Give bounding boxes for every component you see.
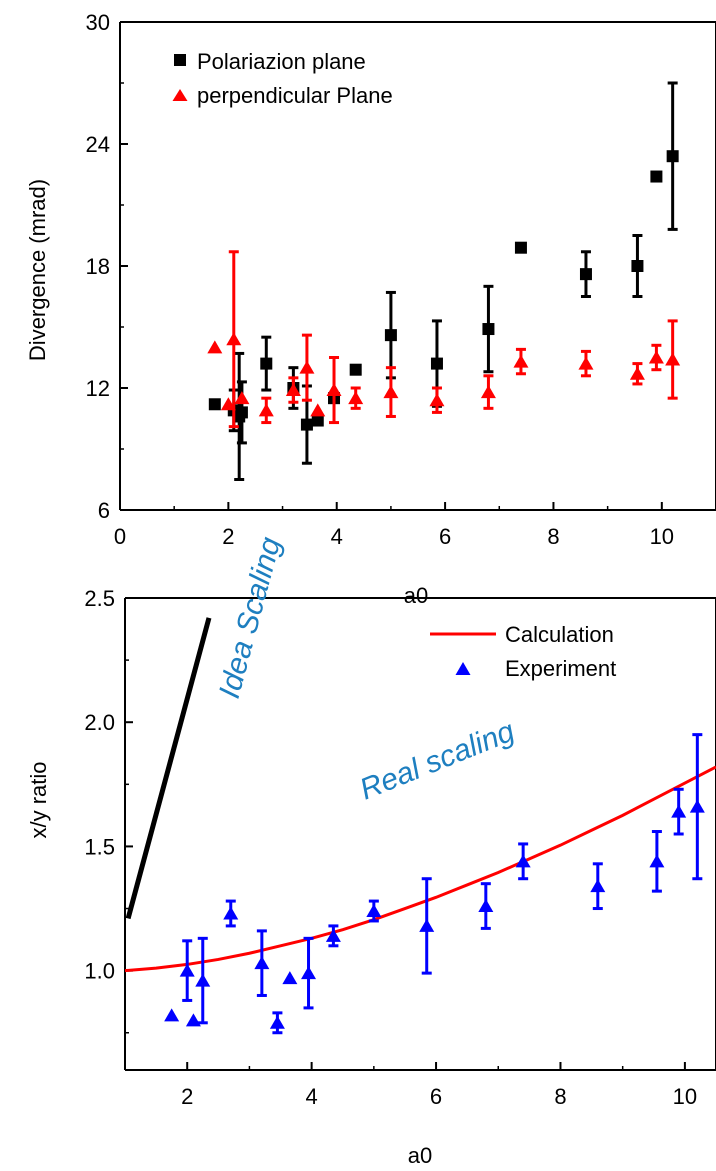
data-point-triangle bbox=[223, 906, 239, 920]
data-point-square bbox=[631, 260, 644, 272]
y-tick-label: 24 bbox=[86, 132, 110, 157]
data-point-square bbox=[208, 398, 221, 411]
data-point-triangle bbox=[179, 963, 195, 977]
y-tick-label: 12 bbox=[86, 376, 110, 401]
x-tick-label: 6 bbox=[430, 1084, 442, 1109]
data-point-triangle bbox=[326, 383, 342, 397]
data-point-square bbox=[260, 357, 273, 370]
annotation-idea-scaling: Idea Scaling bbox=[213, 533, 288, 701]
ratio-chart-legend: Calculation Experiment bbox=[430, 622, 616, 681]
data-point-triangle bbox=[629, 366, 645, 380]
data-point-triangle bbox=[478, 899, 494, 913]
divergence-chart-marks bbox=[207, 81, 681, 481]
x-tick-label: 8 bbox=[554, 1084, 566, 1109]
x-tick-label: 10 bbox=[650, 524, 674, 549]
data-point-triangle bbox=[689, 799, 705, 813]
data-point-square bbox=[650, 170, 663, 183]
data-point-square bbox=[349, 363, 362, 376]
x-tick-label: 0 bbox=[114, 524, 126, 549]
data-point-triangle bbox=[649, 854, 665, 868]
x-tick-label: 10 bbox=[673, 1084, 697, 1109]
data-point-triangle bbox=[578, 356, 594, 370]
data-point-triangle bbox=[164, 1008, 180, 1022]
data-point-triangle bbox=[515, 854, 531, 868]
x-tick-label: 8 bbox=[547, 524, 559, 549]
ratio-chart-axes: 2 4 6 8 10 1.0 1.5 2.0 2.5 bbox=[84, 586, 716, 1109]
y-tick-label: 6 bbox=[98, 498, 110, 523]
x-tick-label: 4 bbox=[331, 524, 343, 549]
divergence-chart-xlabel: a0 bbox=[404, 583, 428, 608]
data-point-triangle bbox=[366, 904, 382, 918]
data-point-square bbox=[300, 418, 313, 431]
data-point-triangle bbox=[429, 393, 445, 407]
legend-label-experiment: Experiment bbox=[505, 656, 616, 681]
data-point-triangle bbox=[383, 385, 399, 399]
data-point-triangle bbox=[185, 1013, 201, 1027]
data-point-square bbox=[384, 329, 397, 342]
y-tick-label: 2.0 bbox=[84, 710, 115, 735]
data-point-triangle bbox=[665, 352, 681, 366]
data-point-triangle bbox=[226, 332, 242, 346]
x-tick-label: 2 bbox=[181, 1084, 193, 1109]
x-tick-label: 2 bbox=[222, 524, 234, 549]
data-point-triangle bbox=[513, 354, 529, 368]
legend-marker-perpendicular bbox=[172, 89, 188, 101]
data-point-triangle bbox=[269, 1015, 285, 1029]
y-tick-label: 30 bbox=[86, 10, 110, 35]
divergence-chart-ylabel: Divergence (mrad) bbox=[25, 179, 50, 361]
data-point-triangle bbox=[325, 928, 341, 942]
legend-label-polarization: Polariazion plane bbox=[197, 49, 366, 74]
data-point-square bbox=[430, 357, 443, 370]
data-point-triangle bbox=[419, 918, 435, 932]
data-point-triangle bbox=[282, 971, 298, 985]
data-point-triangle bbox=[207, 340, 223, 354]
divergence-chart-legend: Polariazion plane perpendicular Plane bbox=[172, 49, 393, 108]
data-point-square bbox=[514, 241, 527, 254]
data-point-triangle bbox=[671, 804, 687, 818]
data-point-square bbox=[311, 414, 324, 427]
data-point-triangle bbox=[234, 391, 250, 405]
data-point-square bbox=[579, 268, 592, 281]
y-tick-label: 1.0 bbox=[84, 959, 115, 984]
data-point-triangle bbox=[301, 966, 317, 980]
calculation-curve bbox=[124, 765, 716, 973]
y-tick-label: 18 bbox=[86, 254, 110, 279]
x-tick-label: 6 bbox=[439, 524, 451, 549]
ratio-chart-xlabel: a0 bbox=[408, 1143, 432, 1168]
data-point-triangle bbox=[258, 403, 274, 417]
data-point-triangle bbox=[285, 383, 301, 397]
data-point-triangle bbox=[254, 956, 270, 970]
legend-marker-polarization bbox=[174, 54, 186, 66]
data-point-triangle bbox=[310, 403, 326, 417]
data-point-square bbox=[235, 406, 248, 419]
data-point-triangle bbox=[348, 391, 364, 405]
x-tick-label: 4 bbox=[306, 1084, 318, 1109]
annotation-real-scaling: Real scaling bbox=[355, 715, 519, 807]
data-point-triangle bbox=[195, 973, 211, 987]
data-point-triangle bbox=[590, 879, 606, 893]
data-point-triangle bbox=[299, 360, 315, 374]
data-point-triangle bbox=[480, 385, 496, 399]
data-point-square bbox=[482, 323, 495, 336]
data-point-triangle bbox=[648, 350, 664, 364]
y-tick-label: 2.5 bbox=[84, 586, 115, 611]
ratio-chart-marks bbox=[124, 617, 716, 1035]
legend-marker-experiment bbox=[455, 662, 471, 675]
ratio-chart-ylabel: x/y ratio bbox=[26, 761, 51, 838]
legend-label-calculation: Calculation bbox=[505, 622, 614, 647]
ratio-chart: 2 4 6 8 10 1.0 1.5 2.0 2.5 Calculation Experimen… bbox=[26, 533, 716, 1168]
ideal-scaling-line bbox=[125, 617, 212, 920]
legend-label-perpendicular: perpendicular Plane bbox=[197, 83, 393, 108]
y-tick-label: 1.5 bbox=[84, 834, 115, 859]
data-point-square bbox=[666, 150, 679, 163]
data-point-triangle bbox=[220, 397, 236, 411]
